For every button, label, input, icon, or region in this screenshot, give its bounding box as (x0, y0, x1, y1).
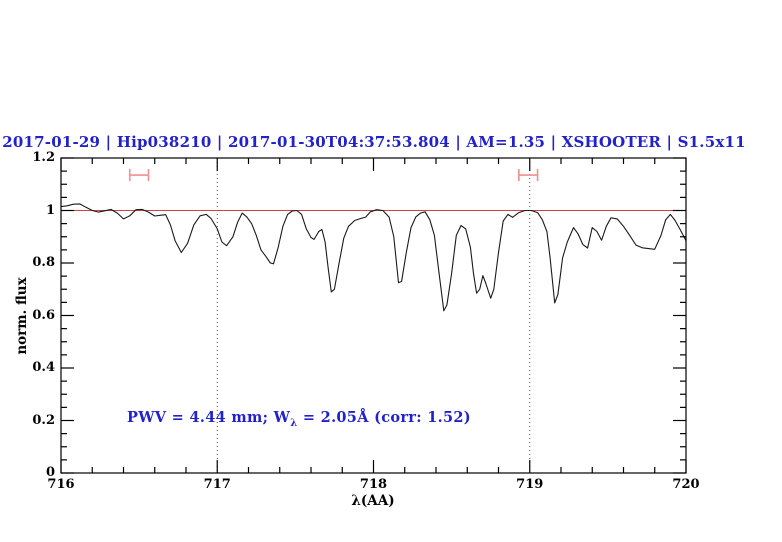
pwv-annotation-suffix: = 2.05Å (corr: 1.52) (297, 409, 471, 426)
y-tick-label: 0.6 (32, 307, 55, 323)
x-tick-label: 720 (672, 477, 700, 492)
pwv-annotation-prefix: PWV = 4.44 mm; W (127, 409, 291, 426)
x-tick-label: 716 (47, 477, 75, 492)
y-tick-label: 0 (45, 465, 55, 480)
x-axis-label: λ(AA) (351, 493, 395, 509)
y-tick-label: 1 (45, 202, 55, 218)
y-tick-label: 0.4 (32, 360, 55, 375)
y-tick-label: 0.8 (32, 255, 55, 270)
y-tick-label: 0.2 (32, 412, 55, 428)
x-tick-label: 719 (516, 477, 544, 492)
observed-spectrum-line (60, 203, 687, 312)
y-tick-label: 1.2 (32, 150, 55, 165)
plot-title: 2017-01-29 | Hip038210 | 2017-01-30T04:3… (2, 133, 746, 151)
x-tick-label: 717 (203, 477, 231, 492)
pwv-annotation: PWV = 4.44 mm; Wλ = 2.05Å (corr: 1.52) (127, 409, 471, 429)
x-tick-label: 718 (359, 477, 388, 492)
pwv-annotation-subscript: λ (290, 417, 298, 429)
